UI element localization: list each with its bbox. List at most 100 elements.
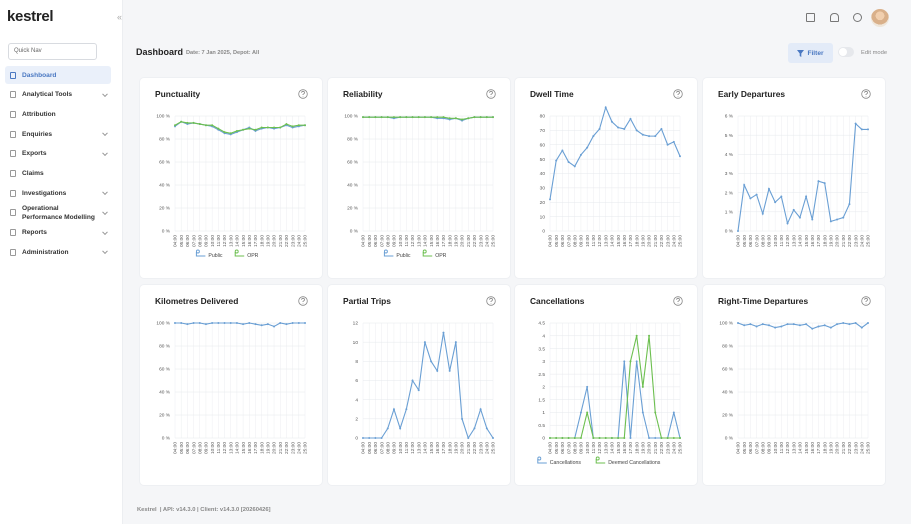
nav-label: Investigations: [22, 189, 67, 197]
x-tick-label: 07:00: [379, 442, 385, 454]
data-point: [654, 437, 657, 439]
x-tick-label: 04:00: [548, 442, 554, 454]
help-glyph: [864, 297, 868, 304]
data-point: [792, 208, 795, 211]
x-tick-label: 05:00: [367, 442, 373, 454]
data-point: [617, 126, 620, 129]
nav-item[interactable]: Attribution: [5, 105, 111, 123]
data-point: [180, 322, 183, 324]
data-point: [579, 411, 582, 414]
data-point: [842, 216, 845, 219]
chart: Early Departures 0 % 1 % 2 % 3 % 4 % 5 % 6 % 04:…: [718, 89, 872, 247]
data-point: [192, 322, 195, 324]
collapse-button[interactable]: «: [117, 12, 123, 22]
data-point: [836, 323, 839, 326]
data-point: [635, 129, 638, 132]
y-tick-label: 12: [353, 321, 359, 327]
x-tick-label: 13:00: [791, 442, 797, 454]
x-tick-label: 22:00: [284, 235, 290, 247]
y-tick-label: 2: [542, 385, 545, 391]
x-tick-label: 22:00: [659, 442, 665, 454]
data-point: [672, 437, 675, 439]
quick-nav-input[interactable]: Quick Nav: [8, 43, 97, 60]
x-tick-label: 18:00: [447, 235, 453, 247]
nav-label: Dashboard: [22, 71, 57, 79]
nav-item[interactable]: Reports: [5, 224, 111, 242]
x-tick-label: 24:00: [485, 235, 491, 247]
data-point: [242, 128, 245, 131]
chart-title: Dwell Time: [530, 89, 574, 99]
help-icon[interactable]: [673, 89, 683, 99]
nav-item[interactable]: Claims: [5, 164, 111, 182]
data-point: [786, 222, 789, 225]
nav-icon: [10, 169, 16, 177]
x-tick-label: 07:00: [191, 235, 197, 247]
x-tick-label: 14:00: [798, 235, 804, 247]
x-tick-label: 14:00: [610, 442, 616, 454]
data-point: [417, 116, 420, 119]
data-point: [854, 122, 857, 125]
x-tick-label: 15:00: [804, 442, 810, 454]
x-tick-label: 07:00: [191, 442, 197, 454]
legend-swatch: [234, 252, 245, 257]
x-tick-label: 24:00: [297, 235, 303, 247]
edit-mode-toggle[interactable]: [838, 47, 854, 57]
help-icon[interactable]: [673, 296, 683, 306]
x-tick-label: 25:00: [491, 442, 497, 454]
notifications-icon[interactable]: [830, 13, 839, 22]
data-point: [679, 155, 681, 158]
x-tick-label: 14:00: [423, 235, 429, 247]
data-point: [654, 411, 657, 414]
data-point: [629, 117, 632, 120]
nav-item[interactable]: Investigations: [5, 184, 111, 202]
x-tick-label: 21:00: [466, 442, 472, 454]
filter-button[interactable]: Filter: [788, 43, 833, 63]
legend-swatch-dot: [195, 249, 200, 254]
x-tick-label: 25:00: [303, 235, 309, 247]
messages-icon[interactable]: [806, 13, 815, 22]
data-point: [798, 324, 801, 327]
nav-item[interactable]: Exports: [5, 145, 111, 163]
help-icon[interactable]: [298, 296, 308, 306]
x-tick-label: 23:00: [290, 442, 296, 454]
x-tick-label: 17:00: [628, 442, 634, 454]
x-tick-label: 13:00: [603, 235, 609, 247]
x-tick-label: 05:00: [742, 235, 748, 247]
data-point: [223, 131, 226, 134]
chart-card: Partial Trips 0 2 4 6 8 10 12 04:00 05:00 06:00 07:…: [328, 285, 510, 485]
nav-item[interactable]: Administration: [5, 243, 111, 261]
x-tick-label: 06:00: [185, 235, 191, 247]
theme-icon[interactable]: [853, 13, 862, 22]
nav-item[interactable]: Analytical Tools: [5, 86, 111, 104]
data-point: [654, 135, 657, 138]
legend-swatch: [383, 252, 394, 257]
help-icon[interactable]: [861, 296, 871, 306]
x-tick-label: 18:00: [447, 442, 453, 454]
data-point: [423, 341, 426, 344]
x-tick-label: 08:00: [572, 235, 578, 247]
x-tick-label: 06:00: [185, 442, 191, 454]
nav-item[interactable]: Enquiries: [5, 125, 111, 143]
data-point: [399, 116, 402, 119]
x-tick-label: 20:00: [835, 442, 841, 454]
x-tick-label: 18:00: [634, 442, 640, 454]
data-point: [399, 427, 402, 430]
data-point: [555, 437, 558, 439]
nav-icon: [10, 110, 16, 118]
nav-item[interactable]: Operational Performance Modelling: [5, 204, 111, 222]
y-tick-label: 40 %: [347, 183, 359, 189]
data-point: [454, 341, 457, 344]
x-tick-label: 22:00: [847, 442, 853, 454]
x-tick-label: 16:00: [247, 235, 253, 247]
help-icon[interactable]: [298, 89, 308, 99]
help-icon[interactable]: [486, 296, 496, 306]
x-tick-label: 06:00: [560, 442, 566, 454]
y-tick-label: 10: [540, 214, 546, 220]
help-icon[interactable]: [861, 89, 871, 99]
avatar[interactable]: [871, 9, 889, 27]
data-point: [473, 427, 476, 430]
data-point: [442, 116, 445, 119]
help-icon[interactable]: [486, 89, 496, 99]
nav-item[interactable]: Dashboard: [5, 66, 111, 84]
legend-swatch-dot: [537, 456, 542, 461]
